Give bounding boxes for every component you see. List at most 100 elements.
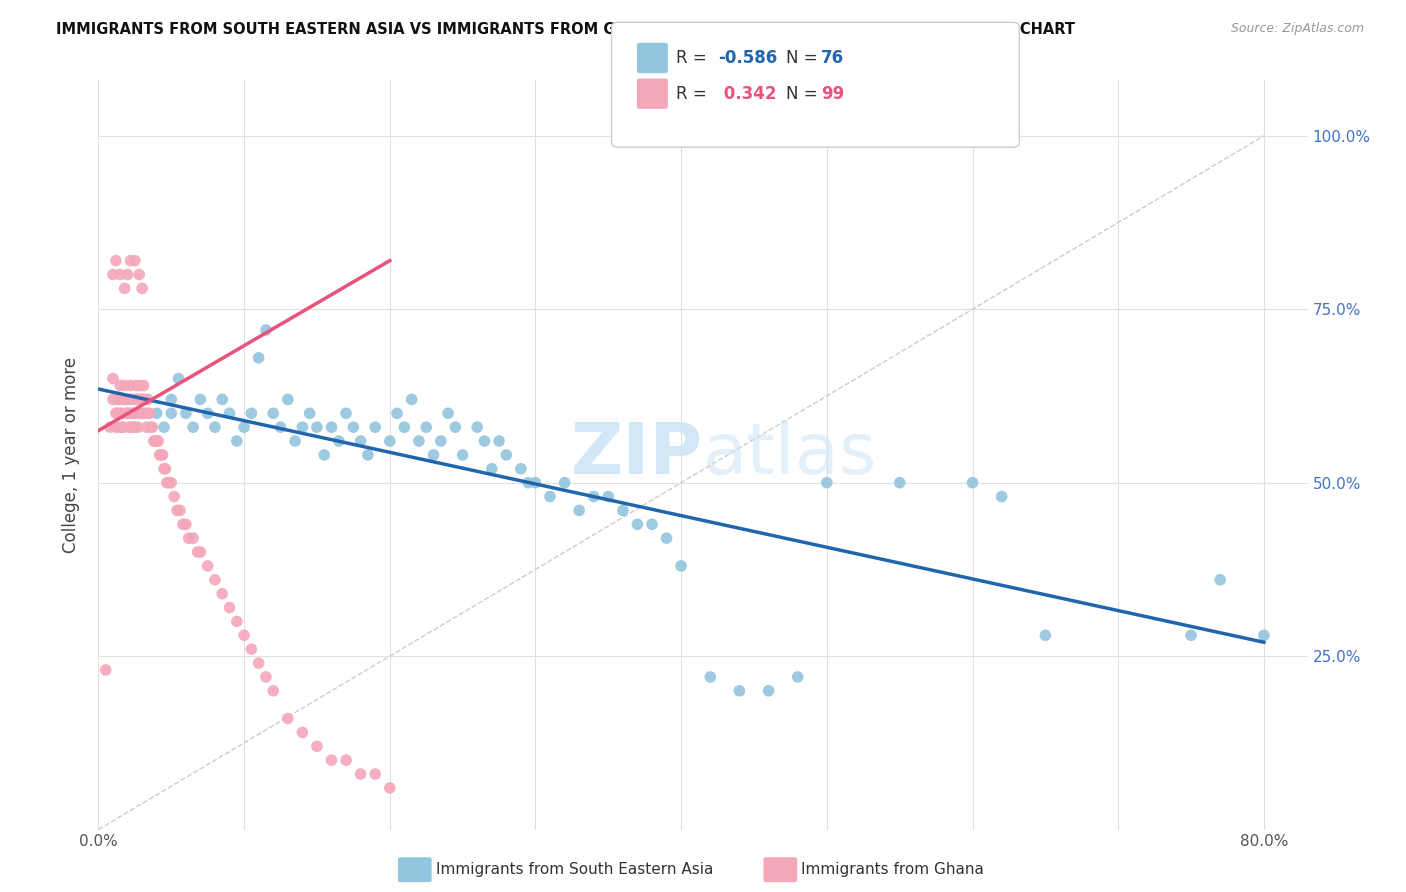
Point: [335, 406, 357, 420]
Point: [233, 420, 256, 434]
Point: [125, 378, 148, 392]
Point: [115, 406, 138, 420]
Point: [124, 406, 146, 420]
Point: [135, 420, 157, 434]
Point: [218, 600, 240, 615]
Point: [136, 406, 159, 420]
Point: [488, 434, 510, 448]
Point: [758, 683, 780, 698]
Point: [118, 420, 141, 434]
Point: [108, 420, 131, 434]
Point: [655, 531, 678, 545]
Point: [364, 767, 387, 781]
Point: [495, 448, 517, 462]
Point: [101, 392, 124, 407]
Point: [153, 462, 176, 476]
Point: [132, 378, 155, 392]
Point: [437, 406, 460, 420]
Point: [105, 406, 128, 420]
Point: [291, 420, 314, 434]
Point: [364, 420, 387, 434]
Point: [509, 462, 531, 476]
Point: [350, 434, 373, 448]
Point: [114, 378, 136, 392]
Point: [481, 462, 503, 476]
Point: [114, 281, 136, 295]
Point: [112, 392, 135, 407]
Text: Immigrants from Ghana: Immigrants from Ghana: [801, 863, 984, 877]
Point: [136, 392, 159, 407]
Point: [120, 253, 142, 268]
Point: [254, 323, 277, 337]
Point: [357, 448, 380, 462]
Point: [444, 420, 467, 434]
Point: [451, 448, 474, 462]
Point: [465, 420, 488, 434]
Point: [131, 406, 153, 420]
Point: [291, 725, 314, 739]
Point: [328, 434, 350, 448]
Point: [172, 517, 194, 532]
Text: N =: N =: [786, 85, 823, 103]
Point: [247, 656, 270, 670]
Point: [385, 406, 408, 420]
Point: [378, 434, 401, 448]
Point: [138, 406, 160, 420]
Text: N =: N =: [786, 49, 823, 67]
Point: [394, 420, 416, 434]
Point: [124, 420, 146, 434]
Point: [401, 392, 423, 407]
Point: [429, 434, 451, 448]
Point: [153, 420, 176, 434]
Point: [474, 434, 496, 448]
Point: [146, 434, 169, 448]
Point: [160, 475, 183, 490]
Point: [699, 670, 721, 684]
Text: 99: 99: [821, 85, 845, 103]
Point: [127, 392, 149, 407]
Point: [517, 475, 540, 490]
Point: [129, 392, 152, 407]
Text: 0.342: 0.342: [718, 85, 778, 103]
Point: [218, 406, 240, 420]
Point: [149, 448, 172, 462]
Point: [211, 392, 233, 407]
Point: [177, 531, 200, 545]
Point: [120, 406, 142, 420]
Point: [669, 558, 692, 573]
Point: [132, 392, 155, 407]
Point: [105, 392, 128, 407]
Point: [598, 490, 620, 504]
Point: [305, 420, 328, 434]
Point: [415, 420, 437, 434]
Point: [101, 371, 124, 385]
Point: [157, 475, 180, 490]
Point: [962, 475, 984, 490]
Point: [128, 378, 150, 392]
Point: [378, 780, 401, 795]
Point: [94, 663, 117, 677]
Point: [233, 628, 256, 642]
Text: atlas: atlas: [703, 420, 877, 490]
Point: [98, 420, 121, 434]
Point: [104, 253, 127, 268]
Point: [270, 420, 292, 434]
Point: [143, 434, 166, 448]
Point: [128, 406, 150, 420]
Point: [121, 420, 143, 434]
Point: [626, 517, 648, 532]
Point: [142, 434, 165, 448]
Point: [115, 392, 138, 407]
Point: [1180, 628, 1202, 642]
Point: [554, 475, 576, 490]
Point: [152, 448, 174, 462]
Point: [990, 490, 1012, 504]
Point: [112, 420, 135, 434]
Point: [1033, 628, 1056, 642]
Point: [277, 712, 299, 726]
Text: -0.586: -0.586: [718, 49, 778, 67]
Point: [321, 420, 343, 434]
Point: [169, 503, 191, 517]
Point: [131, 392, 153, 407]
Point: [110, 406, 132, 420]
